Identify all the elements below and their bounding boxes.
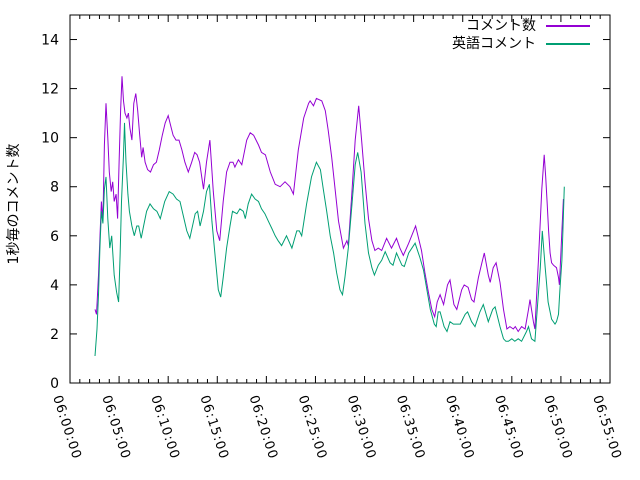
y-axis-tick-labels: 0 2 4 6 8 10 12 14 — [41, 33, 59, 392]
x-tick-label: 06:35:00 — [393, 394, 428, 462]
y-tick-label: 2 — [50, 327, 59, 343]
plot-border — [69, 14, 611, 384]
x-tick-label: 06:00:00 — [49, 394, 84, 462]
y-axis-title: 1秒毎のコメント数 — [6, 144, 22, 265]
x-tick-label: 06:30:00 — [344, 394, 379, 462]
x-tick-label: 06:25:00 — [295, 394, 330, 462]
total-comments-line — [94, 76, 564, 333]
legend-line-sample — [546, 25, 590, 27]
legend: コメント数英語コメント — [452, 17, 590, 53]
x-tick-label: 06:40:00 — [442, 394, 477, 462]
y-tick-label: 8 — [50, 180, 59, 196]
y-tick-label: 14 — [41, 33, 59, 49]
legend-label: 英語コメント — [452, 36, 536, 52]
legend-line-sample — [546, 43, 590, 45]
y-tick-label: 12 — [41, 82, 59, 98]
y-tick-label: 0 — [50, 376, 59, 392]
x-tick-label: 06:20:00 — [246, 394, 281, 462]
y-tick-label: 10 — [41, 131, 59, 147]
x-tick-label: 06:10:00 — [147, 394, 182, 462]
y-tick-label: 6 — [50, 229, 59, 245]
y-axis-ticks — [70, 39, 610, 384]
x-tick-label: 06:15:00 — [196, 394, 231, 462]
english-comments-line — [94, 122, 565, 357]
y-tick-label: 4 — [50, 278, 59, 294]
x-axis-tick-labels: 06:00:00 06:05:00 06:10:00 06:15:00 06:20:00… — [49, 394, 624, 462]
legend-label: コメント数 — [466, 18, 536, 34]
legend-row: コメント数 — [452, 17, 590, 35]
x-tick-label: 06:05:00 — [98, 394, 133, 462]
x-tick-label: 06:50:00 — [540, 394, 575, 462]
legend-row: 英語コメント — [452, 35, 590, 53]
x-axis-ticks — [69, 15, 611, 383]
x-tick-label: 06:55:00 — [589, 394, 624, 462]
x-tick-label: 06:45:00 — [491, 394, 526, 462]
series-lines — [94, 76, 565, 357]
